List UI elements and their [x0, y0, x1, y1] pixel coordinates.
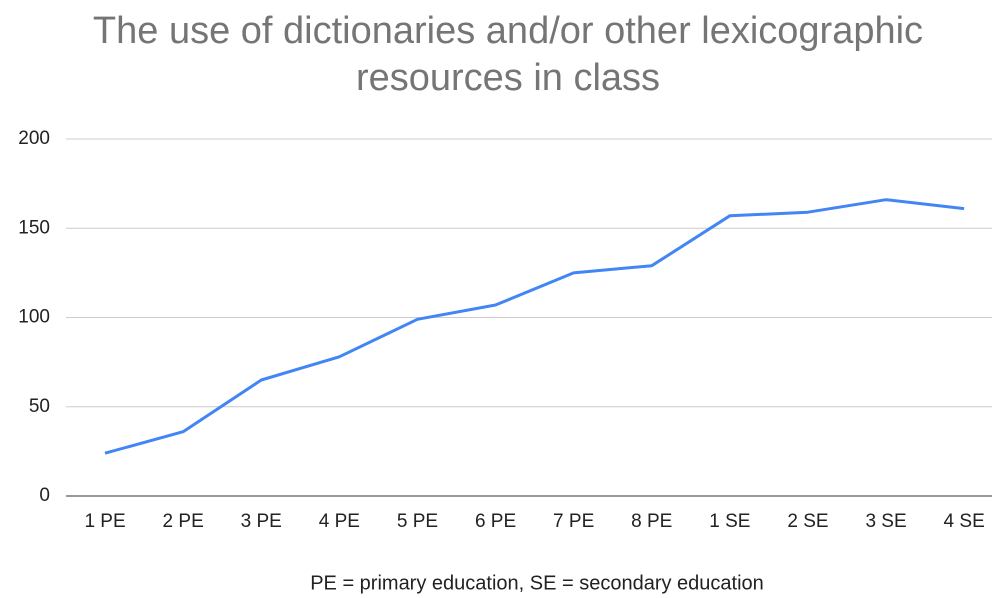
- data-line: [104, 198, 965, 455]
- x-tick-label: 7 PE: [553, 511, 594, 532]
- x-tick-label: 2 SE: [787, 511, 828, 532]
- x-tick-label: 1 SE: [709, 511, 750, 532]
- x-axis-label: PE = primary education, SE = secondary e…: [310, 572, 764, 594]
- x-tick-label: 6 PE: [475, 511, 516, 532]
- y-tick-label: 0: [39, 485, 50, 506]
- x-tick-label: 3 PE: [241, 511, 282, 532]
- x-tick-label: 1 PE: [84, 511, 125, 532]
- chart-title: The use of dictionaries and/or other lex…: [92, 10, 924, 99]
- y-tick-label: 200: [18, 128, 50, 149]
- x-tick-label: 8 PE: [631, 511, 672, 532]
- x-tick-label: 4 PE: [319, 511, 360, 532]
- x-tick-label: 5 PE: [397, 511, 438, 532]
- x-tick-label: 4 SE: [944, 511, 985, 532]
- x-tick-label: 2 PE: [163, 511, 204, 532]
- y-tick-label: 100: [18, 307, 50, 328]
- x-tick-label: 3 SE: [865, 511, 906, 532]
- y-tick-label: 150: [18, 217, 50, 238]
- y-tick-label: 50: [29, 396, 50, 417]
